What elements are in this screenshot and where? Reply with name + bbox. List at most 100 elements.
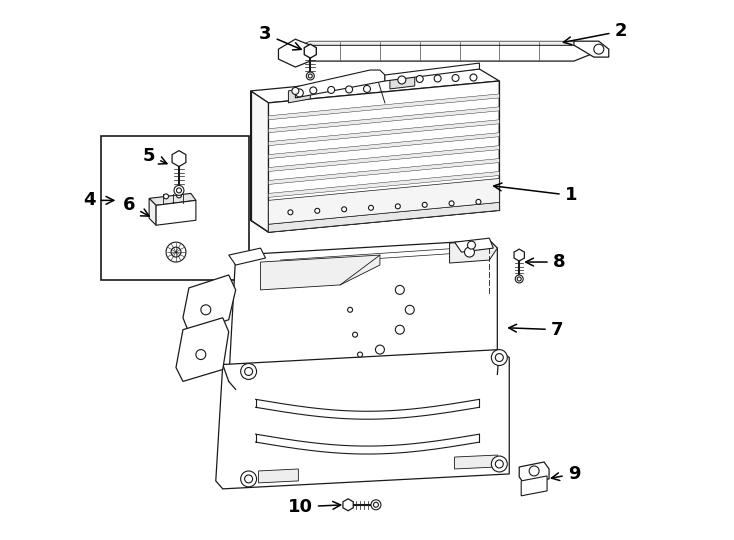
Polygon shape xyxy=(514,249,524,261)
Circle shape xyxy=(241,363,257,380)
Polygon shape xyxy=(291,41,594,53)
Text: 10: 10 xyxy=(288,498,341,516)
Polygon shape xyxy=(269,133,499,159)
Circle shape xyxy=(396,325,404,334)
Polygon shape xyxy=(269,120,499,146)
Polygon shape xyxy=(176,318,229,381)
Circle shape xyxy=(594,44,604,54)
Circle shape xyxy=(166,242,186,262)
Circle shape xyxy=(196,349,206,360)
Text: 2: 2 xyxy=(564,22,627,45)
Circle shape xyxy=(374,502,379,507)
Circle shape xyxy=(434,75,441,82)
Circle shape xyxy=(368,205,374,210)
Polygon shape xyxy=(183,275,236,333)
Circle shape xyxy=(308,74,312,78)
Polygon shape xyxy=(269,185,499,210)
Polygon shape xyxy=(261,255,380,290)
Polygon shape xyxy=(258,469,298,483)
Polygon shape xyxy=(250,69,499,103)
Circle shape xyxy=(348,307,352,312)
Polygon shape xyxy=(269,107,499,133)
Polygon shape xyxy=(295,70,385,98)
Circle shape xyxy=(357,352,363,357)
Circle shape xyxy=(405,305,414,314)
Polygon shape xyxy=(343,499,353,511)
Polygon shape xyxy=(385,63,479,81)
Polygon shape xyxy=(269,146,499,172)
Circle shape xyxy=(495,354,504,361)
Polygon shape xyxy=(269,172,499,198)
Polygon shape xyxy=(278,39,310,67)
Circle shape xyxy=(398,76,406,84)
Text: 8: 8 xyxy=(526,253,565,271)
Polygon shape xyxy=(269,202,499,232)
Circle shape xyxy=(476,199,481,204)
Polygon shape xyxy=(172,151,186,166)
Polygon shape xyxy=(269,94,499,120)
Circle shape xyxy=(288,210,293,215)
Polygon shape xyxy=(521,476,547,496)
Circle shape xyxy=(295,89,303,97)
Polygon shape xyxy=(291,45,594,61)
Polygon shape xyxy=(156,200,196,225)
Text: 3: 3 xyxy=(259,25,301,50)
Polygon shape xyxy=(149,193,196,205)
Circle shape xyxy=(171,247,181,257)
Polygon shape xyxy=(574,41,608,57)
Circle shape xyxy=(376,345,385,354)
Polygon shape xyxy=(229,240,498,389)
Polygon shape xyxy=(454,238,493,252)
Circle shape xyxy=(449,201,454,206)
Polygon shape xyxy=(305,44,316,58)
Circle shape xyxy=(201,305,211,315)
Circle shape xyxy=(241,471,257,487)
Polygon shape xyxy=(149,198,156,225)
Polygon shape xyxy=(449,240,498,263)
Circle shape xyxy=(176,188,181,193)
Circle shape xyxy=(352,332,357,337)
Polygon shape xyxy=(269,159,499,185)
Bar xyxy=(101,136,249,280)
Circle shape xyxy=(416,76,424,83)
Circle shape xyxy=(244,475,252,483)
Circle shape xyxy=(396,286,404,294)
Polygon shape xyxy=(269,179,499,224)
Text: 4: 4 xyxy=(83,191,114,210)
Circle shape xyxy=(315,208,320,213)
Circle shape xyxy=(529,466,539,476)
Text: 6: 6 xyxy=(123,197,149,216)
Text: 5: 5 xyxy=(143,146,167,165)
Circle shape xyxy=(292,87,299,94)
Circle shape xyxy=(515,275,523,283)
Circle shape xyxy=(396,204,400,209)
Circle shape xyxy=(517,277,521,281)
Circle shape xyxy=(306,72,314,80)
Polygon shape xyxy=(288,87,310,103)
Circle shape xyxy=(164,194,169,199)
Circle shape xyxy=(422,202,427,207)
Circle shape xyxy=(346,86,352,93)
Circle shape xyxy=(341,207,346,212)
Circle shape xyxy=(174,185,184,195)
Circle shape xyxy=(470,74,477,81)
Text: 9: 9 xyxy=(551,465,580,483)
Polygon shape xyxy=(519,462,549,484)
Circle shape xyxy=(327,86,335,93)
Polygon shape xyxy=(229,248,266,265)
Circle shape xyxy=(491,349,507,366)
Circle shape xyxy=(468,241,476,249)
Polygon shape xyxy=(454,455,498,469)
Text: 7: 7 xyxy=(509,321,563,339)
Polygon shape xyxy=(269,81,499,232)
Circle shape xyxy=(495,460,504,468)
Circle shape xyxy=(491,456,507,472)
Text: 1: 1 xyxy=(494,183,577,204)
Circle shape xyxy=(465,247,474,257)
Circle shape xyxy=(452,75,459,82)
Circle shape xyxy=(363,85,371,92)
Circle shape xyxy=(244,368,252,375)
Polygon shape xyxy=(216,349,509,489)
Polygon shape xyxy=(390,74,415,89)
Polygon shape xyxy=(250,91,269,232)
